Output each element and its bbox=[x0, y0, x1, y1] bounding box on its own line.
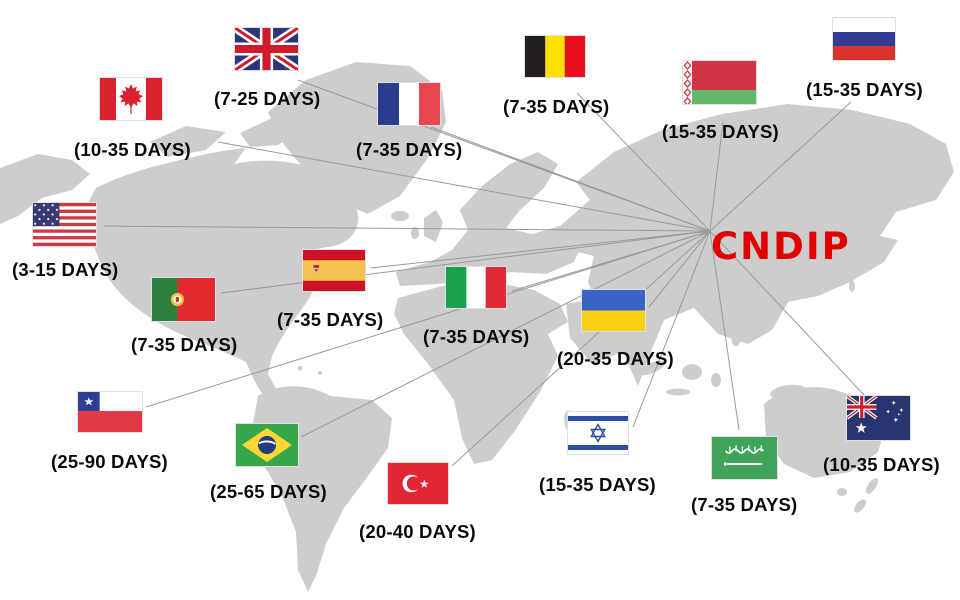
ukraine-flag bbox=[581, 289, 646, 332]
brazil-connector-line bbox=[300, 230, 711, 438]
spain-flag-icon bbox=[303, 250, 365, 291]
russia-connector-line bbox=[709, 101, 852, 232]
belgium-flag-icon bbox=[525, 36, 585, 77]
uk-flag-icon bbox=[235, 28, 298, 70]
usa-connector-line bbox=[103, 225, 711, 232]
italy-flag bbox=[445, 266, 507, 309]
belarus-flag bbox=[682, 60, 757, 105]
chile-flag bbox=[77, 391, 143, 433]
usa-flag bbox=[32, 202, 97, 247]
israel-connector-line bbox=[632, 230, 711, 428]
connector-lines bbox=[103, 79, 866, 467]
brazil-flag bbox=[235, 423, 299, 467]
saudi-arabia-flag-icon bbox=[712, 437, 777, 479]
russia-days-label: (15-35 DAYS) bbox=[806, 79, 923, 100]
brazil-flag-icon bbox=[236, 424, 298, 466]
australia-days-label: (10-35 DAYS) bbox=[823, 454, 940, 475]
france-flag-icon bbox=[378, 83, 440, 125]
chile-days-label: (25-90 DAYS) bbox=[51, 451, 168, 472]
belgium-connector-line bbox=[576, 92, 711, 232]
saudi-arabia-days-label: (7-35 DAYS) bbox=[691, 494, 798, 515]
russia-flag bbox=[832, 17, 896, 61]
turkey-days-label: (20-40 DAYS) bbox=[359, 521, 476, 542]
turkey-flag bbox=[387, 462, 449, 505]
spain-flag bbox=[302, 249, 366, 292]
usa-days-label: (3-15 DAYS) bbox=[12, 259, 119, 280]
canada-flag-icon bbox=[100, 78, 162, 120]
israel-flag-icon bbox=[568, 412, 628, 454]
australia-flag-icon bbox=[847, 396, 910, 440]
uk-flag bbox=[234, 27, 299, 71]
russia-flag-icon bbox=[833, 18, 895, 60]
chile-connector-line bbox=[145, 230, 711, 408]
belarus-days-label: (15-35 DAYS) bbox=[662, 121, 779, 142]
france-flag bbox=[377, 82, 441, 126]
israel-flag bbox=[567, 411, 629, 455]
canada-connector-line bbox=[217, 141, 711, 232]
chile-flag-icon bbox=[78, 392, 142, 432]
ukraine-flag-icon bbox=[582, 290, 645, 331]
canada-flag bbox=[99, 77, 163, 121]
saudi-arabia-flag bbox=[711, 436, 778, 480]
portugal-connector-line bbox=[220, 230, 711, 294]
spain-days-label: (7-35 DAYS) bbox=[277, 309, 384, 330]
ukraine-connector-line bbox=[648, 230, 711, 308]
australia-flag bbox=[846, 395, 911, 441]
uk-days-label: (7-25 DAYS) bbox=[214, 88, 321, 109]
spain-connector-line bbox=[370, 230, 711, 269]
turkey-connector-line bbox=[451, 230, 711, 467]
portugal-flag-icon bbox=[152, 278, 215, 321]
portugal-flag bbox=[151, 277, 216, 322]
turkey-flag-icon bbox=[388, 463, 448, 504]
canada-days-label: (10-35 DAYS) bbox=[74, 139, 191, 160]
france-connector-line bbox=[430, 126, 711, 232]
israel-days-label: (15-35 DAYS) bbox=[539, 474, 656, 495]
ukraine-days-label: (20-35 DAYS) bbox=[557, 348, 674, 369]
belarus-flag-icon bbox=[683, 61, 756, 104]
saudi-arabia-connector-line bbox=[709, 230, 740, 431]
italy-days-label: (7-35 DAYS) bbox=[423, 326, 530, 347]
belgium-flag bbox=[524, 35, 586, 78]
italy-flag-icon bbox=[446, 267, 506, 308]
australia-connector-line bbox=[709, 230, 866, 397]
usa-flag-icon bbox=[33, 203, 96, 246]
belgium-days-label: (7-35 DAYS) bbox=[503, 96, 610, 117]
belarus-connector-line bbox=[709, 121, 724, 232]
france-days-label: (7-35 DAYS) bbox=[356, 139, 463, 160]
portugal-days-label: (7-35 DAYS) bbox=[131, 334, 238, 355]
brazil-days-label: (25-65 DAYS) bbox=[210, 481, 327, 502]
brand-cndip: CNDIP bbox=[711, 225, 851, 268]
